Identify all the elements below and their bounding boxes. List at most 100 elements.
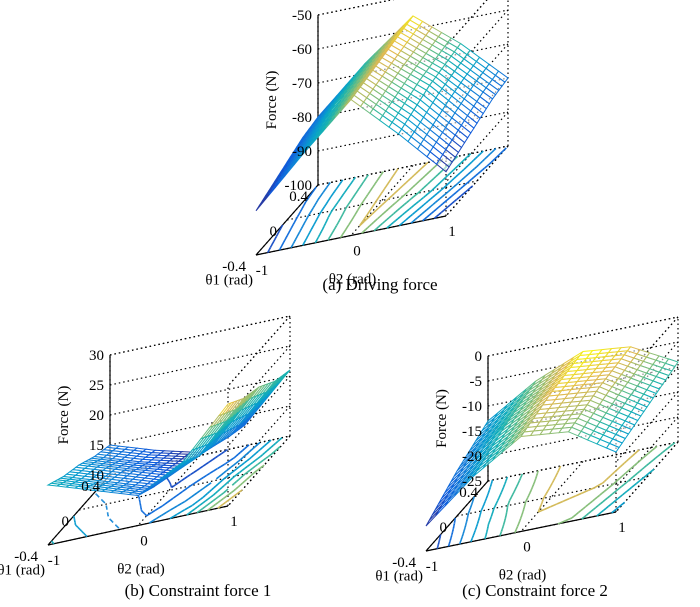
contour-segment — [333, 205, 337, 208]
contour-segment — [225, 499, 229, 503]
theta2-axis-label: θ2 (rad) — [329, 271, 377, 287]
contour-segment — [231, 482, 235, 486]
contour-segment — [354, 192, 357, 196]
force-axis-label: Force (N) — [434, 389, 450, 448]
contour-segment — [344, 190, 347, 193]
chart-panel-2: 30 25 20 15 100.4 0 -0.4 -1 0 1 Force (N) θ1 (rad) θ… — [0, 315, 291, 600]
contour-segment — [466, 154, 470, 158]
contour-segment — [142, 511, 145, 514]
contour-segment — [303, 221, 306, 225]
contour-segment — [447, 173, 451, 177]
contour-segment — [489, 518, 492, 521]
contour-segment — [180, 478, 185, 482]
contour-segment — [588, 487, 595, 491]
contour-segment — [598, 511, 602, 515]
contour-segment — [379, 214, 383, 218]
z-tick-label: -5 — [470, 374, 483, 390]
contour-segment — [115, 525, 119, 528]
contour-segment — [598, 503, 601, 506]
contour-segment — [671, 442, 676, 446]
z-tick-label: -20 — [462, 449, 482, 465]
contour-segment — [388, 179, 391, 183]
contour-segment — [515, 486, 518, 489]
contour-segment — [640, 477, 644, 481]
contour-segment — [464, 189, 469, 193]
contour-segment — [117, 526, 120, 529]
contour-segment — [209, 500, 214, 504]
contour-segment — [323, 204, 327, 208]
contour-segment — [450, 186, 454, 190]
contour-segment — [202, 500, 206, 504]
contour-segment — [270, 244, 273, 247]
contour-segment — [467, 163, 471, 167]
contour-segment — [52, 541, 54, 544]
contour-segment — [402, 193, 406, 197]
contour-segment — [110, 519, 113, 522]
contour-segment — [639, 479, 642, 482]
contour-segment — [600, 509, 605, 513]
contour-segment — [599, 501, 604, 505]
contour-segment — [506, 503, 510, 506]
contour-segment — [582, 506, 586, 510]
contour-segment — [533, 481, 536, 484]
contour-segment — [613, 482, 615, 485]
contour-segment — [275, 234, 278, 237]
contour-segment — [425, 200, 429, 204]
contour-segment — [234, 473, 238, 477]
contour-segment — [341, 232, 345, 235]
contour-segment — [395, 218, 399, 222]
contour-segment — [476, 154, 480, 158]
contour-segment — [638, 458, 642, 463]
contour-segment — [453, 198, 458, 203]
contour-segment — [581, 516, 585, 520]
contour-segment — [393, 202, 397, 205]
contour-segment — [210, 494, 214, 498]
contour-segment — [395, 170, 398, 173]
contour-segment — [602, 480, 606, 484]
contour-segment — [625, 481, 628, 484]
contour-segment — [623, 482, 627, 486]
contour-segment — [347, 185, 351, 188]
contour-segment — [473, 166, 478, 170]
contour-segment — [452, 184, 457, 188]
contour-segment — [323, 188, 327, 192]
contour-segment — [555, 473, 558, 476]
contour-segment — [239, 449, 244, 454]
contour-segment — [262, 457, 267, 461]
contour-segment — [176, 511, 182, 515]
contour-segment — [467, 511, 470, 514]
contour-segment — [641, 466, 645, 470]
box-edge — [487, 316, 679, 357]
contour-segment — [311, 207, 314, 210]
contour-segment — [314, 186, 317, 189]
contour-segment — [340, 215, 343, 218]
z-gridline — [615, 391, 679, 463]
contour-segment — [406, 190, 410, 194]
contour-segment — [617, 466, 621, 470]
contour-segment — [550, 483, 553, 486]
contour-segment — [200, 476, 204, 480]
contour-segment — [190, 471, 195, 476]
contour-segment — [302, 241, 306, 245]
contour-segment — [166, 509, 170, 513]
contour-segment — [162, 511, 168, 516]
contour-segment — [252, 471, 256, 475]
contour-segment — [585, 504, 589, 508]
contour-segment — [218, 474, 222, 478]
contour-segment — [324, 187, 328, 190]
contour-segment — [377, 206, 381, 210]
contour-segment — [491, 149, 495, 153]
contour-segment — [101, 500, 105, 503]
contour-segment — [223, 495, 227, 499]
contour-segment — [556, 470, 560, 473]
contour-segment — [613, 489, 618, 493]
contour-segment — [325, 220, 328, 223]
contour-segment — [250, 447, 255, 451]
z-gridline — [317, 111, 509, 152]
contour-segment — [518, 478, 522, 481]
contour-segment — [331, 231, 334, 235]
theta2-tick-label: 0 — [353, 244, 361, 260]
contour-segment — [482, 167, 485, 171]
contour-segment — [416, 216, 419, 219]
contour-segment — [634, 451, 638, 455]
